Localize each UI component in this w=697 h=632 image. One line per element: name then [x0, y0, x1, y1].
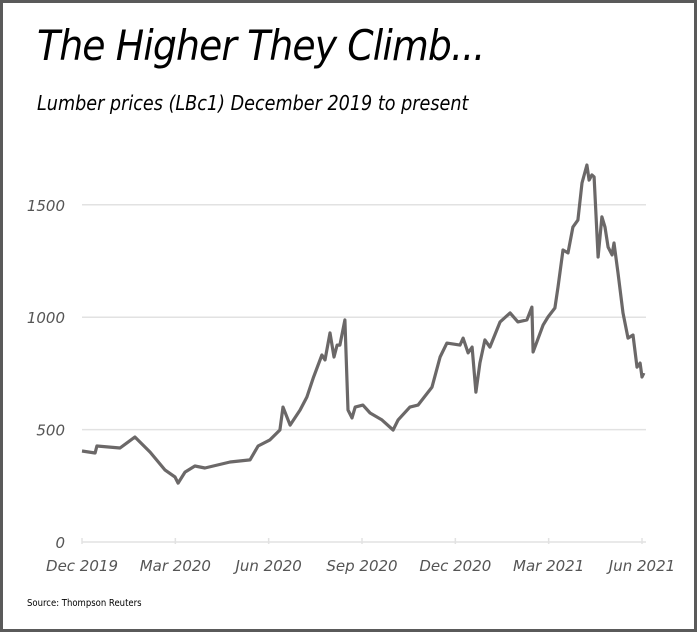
chart-subtitle: Lumber prices (LBc1) December 2019 to pr… — [37, 91, 469, 115]
x-tick-label: Sep 2020 — [326, 557, 397, 575]
x-tick-label: Mar 2021 — [513, 557, 584, 575]
x-tick-label: Jun 2021 — [606, 557, 675, 575]
x-tick-label: Mar 2020 — [140, 557, 211, 575]
x-tick-label: Dec 2020 — [419, 557, 491, 575]
source-note: Source: Thompson Reuters — [27, 598, 142, 609]
y-tick-label: 1500 — [27, 197, 65, 215]
x-tick-label: Jun 2020 — [232, 557, 301, 575]
y-tick-label: 500 — [36, 422, 65, 440]
chart-title: The Higher They Climb... — [37, 21, 485, 70]
x-tick-label: Dec 2019 — [46, 557, 118, 575]
line-chart: 0 500 1000 1500 Dec 2019 Mar 2020 Jun 2020 Sep … — [27, 163, 675, 575]
y-tick-label: 1000 — [27, 309, 65, 327]
series-line-lbc1 — [81, 163, 646, 485]
y-tick-label: 0 — [55, 534, 65, 552]
